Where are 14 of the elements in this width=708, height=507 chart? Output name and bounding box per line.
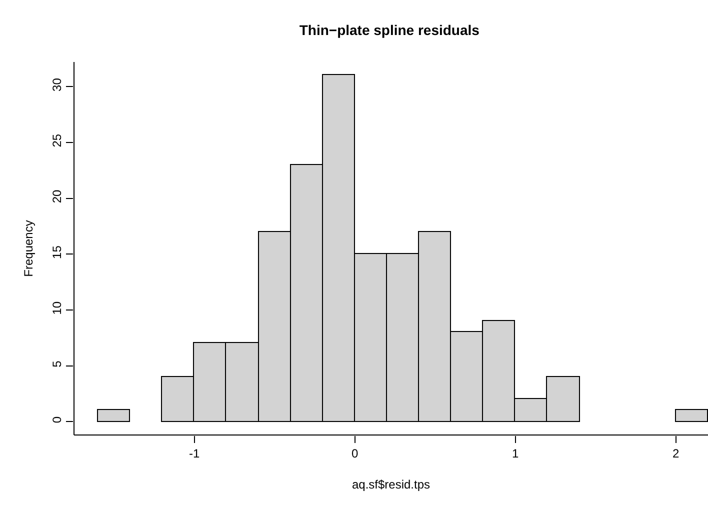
x-axis-title: aq.sf$resid.tps [352,477,430,492]
x-tick-label: 2 [672,446,680,460]
y-tick-label: 30 [50,78,64,92]
y-tick-label: 20 [50,189,64,204]
x-tick-label: 1 [512,446,520,460]
x-tick-label: 0 [352,446,359,460]
y-tick-label: 25 [50,134,64,148]
x-tick-label: -1 [189,446,200,460]
y-tick-label: 10 [50,301,64,315]
y-axis-title: Frequency [22,220,36,277]
y-tick-label: 5 [50,360,64,368]
chart-title: Thin−plate spline residuals [299,22,480,38]
y-tick-label: 15 [50,245,64,259]
y-tick-label: 0 [50,416,64,424]
